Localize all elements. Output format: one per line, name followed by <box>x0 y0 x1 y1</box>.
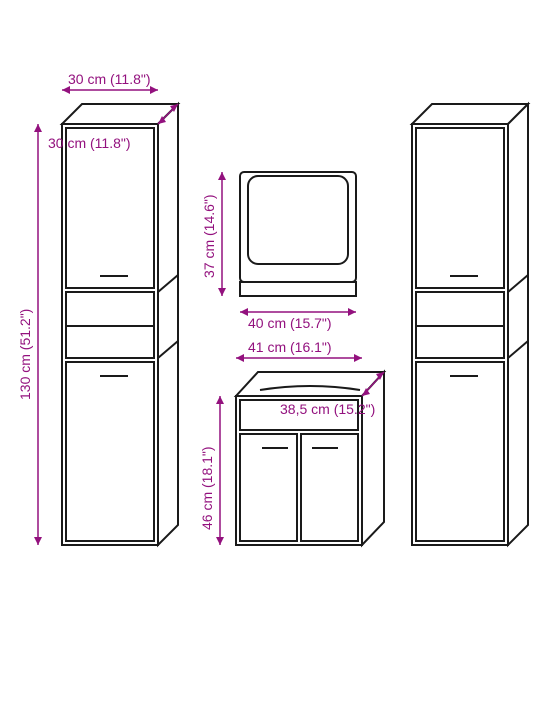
diagram-svg: 30 cm (11.8") 30 cm (11.8") 130 cm (51.2… <box>0 0 540 720</box>
dim-vanity-width: 41 cm (16.1") <box>236 339 362 362</box>
dim-mirror-height: 37 cm (14.6") <box>201 172 226 296</box>
dim-tall-height-label: 130 cm (51.2") <box>17 309 33 400</box>
dim-tall-width-label: 30 cm (11.8") <box>68 71 151 87</box>
right-tall-cabinet <box>412 104 528 545</box>
dim-vanity-height-label: 46 cm (18.1") <box>199 446 215 530</box>
dim-mirror-height-label: 37 cm (14.6") <box>201 194 217 278</box>
dim-vanity-depth-label: 38,5 cm (15.2") <box>280 401 375 417</box>
dim-tall-width: 30 cm (11.8") <box>62 71 158 94</box>
dim-mirror-width-label: 40 cm (15.7") <box>248 315 332 331</box>
vanity-cabinet <box>236 372 384 545</box>
furniture-dimension-diagram: 30 cm (11.8") 30 cm (11.8") 130 cm (51.2… <box>0 0 540 720</box>
dim-mirror-width: 40 cm (15.7") <box>240 308 356 331</box>
dim-vanity-width-label: 41 cm (16.1") <box>248 339 332 355</box>
dim-tall-height: 130 cm (51.2") <box>17 124 42 545</box>
dim-vanity-height: 46 cm (18.1") <box>199 396 224 545</box>
dim-tall-depth-label: 30 cm (11.8") <box>48 135 131 151</box>
mirror-cabinet <box>240 172 356 296</box>
left-tall-cabinet <box>62 104 178 545</box>
